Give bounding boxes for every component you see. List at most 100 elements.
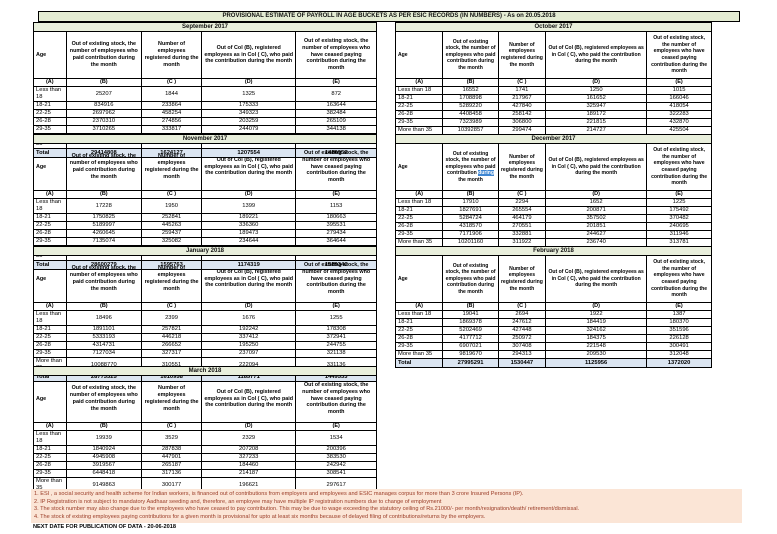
data-cell: 2329 — [201, 430, 297, 446]
month-table-march-2018: March 2018 Age Out of existing stock, the … — [33, 366, 377, 502]
table-row: 18-21 1869378 247612 184419 180370 — [394, 318, 712, 327]
age-cell: 18-21 — [33, 213, 67, 222]
col-c-header: Number of employees registered during th… — [497, 31, 547, 79]
age-cell: Less than 18 — [33, 430, 67, 446]
column-letter-row: (A) (B) (C ) (D) (E) — [33, 302, 377, 311]
data-cell: 209530 — [545, 350, 648, 359]
column-letter: (B) — [442, 302, 499, 311]
total-cell: 1372020 — [646, 358, 712, 368]
table-row: Less than 18 17228 1950 1399 1153 — [33, 198, 377, 214]
data-cell: 161652 — [545, 94, 648, 103]
column-letter: (D) — [545, 190, 648, 199]
data-cell: 1676 — [201, 310, 297, 326]
column-letter: (A) — [394, 190, 444, 199]
age-column-header: Age — [33, 143, 67, 191]
table-month-header: March 2018 — [33, 366, 377, 376]
data-cell: 337412 — [201, 333, 297, 342]
table-row: 26-28 4177712 250972 184375 226128 — [394, 334, 712, 343]
data-cell: 19939 — [65, 430, 143, 446]
month-table-january-2018: January 2018 Age Out of existing stock, th… — [33, 246, 377, 382]
col-b-header: Out of existing stock, the number of emp… — [65, 375, 143, 423]
data-cell: 1827691 — [442, 206, 499, 215]
table-row: 29-35 7127034 327317 237097 321138 — [33, 349, 377, 358]
data-cell: 242942 — [295, 461, 377, 470]
data-cell: 5333193 — [65, 333, 143, 342]
table-row: Less than 18 16552 1741 1250 1015 — [394, 86, 712, 95]
data-cell: 349323 — [201, 109, 297, 118]
col-c-header: Number of employees registered during th… — [141, 31, 203, 79]
footnotes-block: 1. ESI , a social security and health sc… — [31, 489, 742, 524]
age-column-header: Age — [394, 143, 444, 191]
data-cell: 221548 — [545, 342, 648, 351]
data-cell: 5284724 — [442, 214, 499, 223]
table-row: Less than 18 25207 1844 1325 872 — [33, 86, 377, 102]
data-cell: 311946 — [646, 230, 712, 239]
data-cell: 244627 — [545, 230, 648, 239]
data-cell: 1950 — [141, 198, 203, 214]
data-cell: 2694 — [497, 310, 547, 319]
column-letter: (D) — [545, 302, 648, 311]
data-cell: 233864 — [141, 101, 203, 110]
month-table-october-2017: October 2017 Age Out of existing stock, th… — [394, 22, 712, 144]
data-cell: 333817 — [141, 125, 203, 134]
age-cell: Less than 18 — [33, 310, 67, 326]
age-cell: 29-35 — [33, 237, 67, 246]
data-cell: 184419 — [545, 318, 648, 327]
age-column-header: Age — [33, 375, 67, 423]
column-letter: (C ) — [141, 422, 203, 431]
data-cell: 175492 — [646, 206, 712, 215]
col-d-header: Out of Col (B), registered employees as … — [201, 143, 297, 191]
data-cell: 1325 — [201, 86, 297, 102]
data-cell: 217967 — [497, 94, 547, 103]
data-cell: 19041 — [442, 310, 499, 319]
table-row: 18-21 1750825 252841 189221 180663 — [33, 213, 377, 222]
data-cell: 1741 — [497, 86, 547, 95]
age-cell: 26-28 — [394, 110, 444, 119]
data-cell: 1869378 — [442, 318, 499, 327]
data-cell: 2697962 — [65, 109, 143, 118]
col-d-header: Out of Col (B), registered employees as … — [201, 31, 297, 79]
next-publication-date: NEXT DATE FOR PUBLICATION OF DATA - 20-0… — [33, 524, 176, 530]
data-cell: 247612 — [497, 318, 547, 327]
month-header-row: December 2017 — [395, 134, 712, 144]
data-cell: 178308 — [295, 325, 377, 334]
table-row: 26-28 3919567 265187 184460 242942 — [33, 461, 377, 470]
data-cell: 418054 — [646, 102, 712, 111]
data-cell: 214187 — [201, 469, 297, 478]
age-cell: Less than 18 — [394, 198, 444, 207]
column-letter: (A) — [394, 302, 444, 311]
age-cell: More than 35 — [394, 350, 444, 359]
table-month-header: September 2017 — [33, 22, 377, 32]
month-header-row: March 2018 — [33, 366, 377, 376]
col-d-header: Out of Col (B), registered employees as … — [545, 255, 648, 303]
column-letter: (A) — [33, 422, 67, 431]
data-cell: 1015 — [646, 86, 712, 95]
month-header-row: October 2017 — [395, 22, 712, 32]
data-cell: 17228 — [65, 198, 143, 214]
col-d-header: Out of Col (B), registered employees as … — [545, 143, 648, 191]
data-cell: 184460 — [201, 461, 297, 470]
age-cell: 18-21 — [394, 318, 444, 327]
data-cell: 325082 — [141, 237, 203, 246]
data-cell: 200396 — [295, 445, 377, 454]
total-row: Total 27995291 1530447 1125956 1372020 — [394, 358, 712, 368]
col-c-header: Number of employees registered during th… — [497, 255, 547, 303]
data-cell: 312048 — [646, 350, 712, 359]
table-month-header: November 2017 — [33, 134, 377, 144]
data-cell: 6907021 — [442, 342, 499, 351]
data-cell: 252841 — [141, 213, 203, 222]
data-cell: 308541 — [295, 469, 377, 478]
column-letter: (B) — [65, 190, 143, 199]
age-cell: 18-21 — [33, 325, 67, 334]
col-b-header: Out of existing stock, the number of emp… — [65, 31, 143, 79]
table-row: 26-28 4318570 270551 201851 240695 — [394, 222, 712, 231]
footnote: 1. ESI , a social security and health sc… — [34, 491, 524, 497]
data-cell: 17910 — [442, 198, 499, 207]
data-cell: 322283 — [646, 110, 712, 119]
age-cell: 26-28 — [33, 117, 67, 126]
age-cell: 26-28 — [394, 334, 444, 343]
age-cell: 22-25 — [394, 326, 444, 335]
data-cell: 266652 — [141, 341, 203, 350]
data-cell: 189473 — [201, 229, 297, 238]
col-e-header: Out of existing stock, the number of emp… — [295, 143, 377, 191]
